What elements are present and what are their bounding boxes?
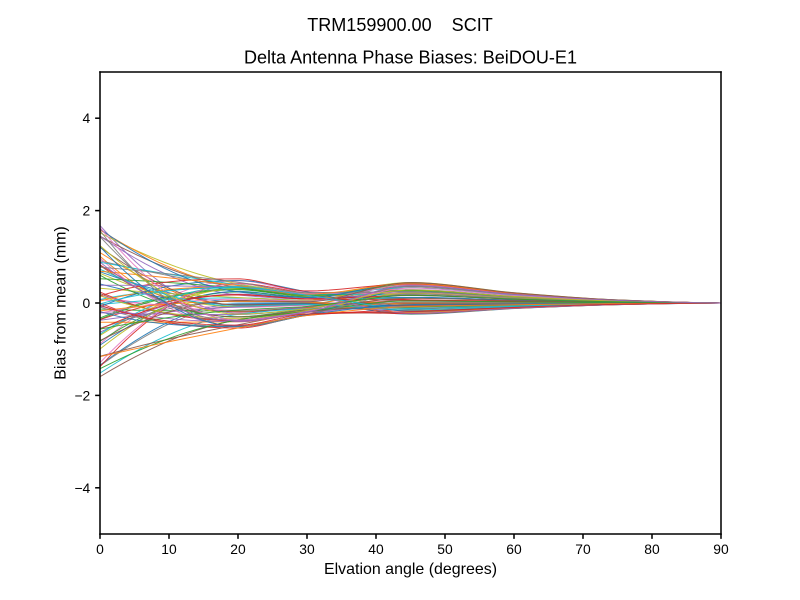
svg-text:90: 90 (713, 541, 729, 557)
svg-text:TRM159900.00 SCIT: TRM159900.00 SCIT (307, 15, 493, 35)
svg-text:Bias from mean (mm): Bias from mean (mm) (53, 226, 70, 380)
svg-text:80: 80 (644, 541, 660, 557)
svg-text:10: 10 (161, 541, 177, 557)
svg-text:4: 4 (83, 110, 91, 126)
svg-text:0: 0 (96, 541, 104, 557)
svg-text:60: 60 (506, 541, 522, 557)
svg-text:Elvation angle (degrees): Elvation angle (degrees) (324, 561, 497, 578)
svg-text:−2: −2 (74, 387, 90, 403)
svg-text:2: 2 (83, 203, 91, 219)
svg-text:30: 30 (299, 541, 315, 557)
svg-text:40: 40 (368, 541, 384, 557)
svg-text:−4: −4 (74, 480, 90, 496)
svg-text:0: 0 (83, 295, 91, 311)
svg-text:70: 70 (575, 541, 591, 557)
svg-text:50: 50 (437, 541, 453, 557)
svg-text:Delta Antenna Phase Biases: Be: Delta Antenna Phase Biases: BeiDOU-E1 (244, 48, 577, 68)
svg-text:20: 20 (230, 541, 246, 557)
